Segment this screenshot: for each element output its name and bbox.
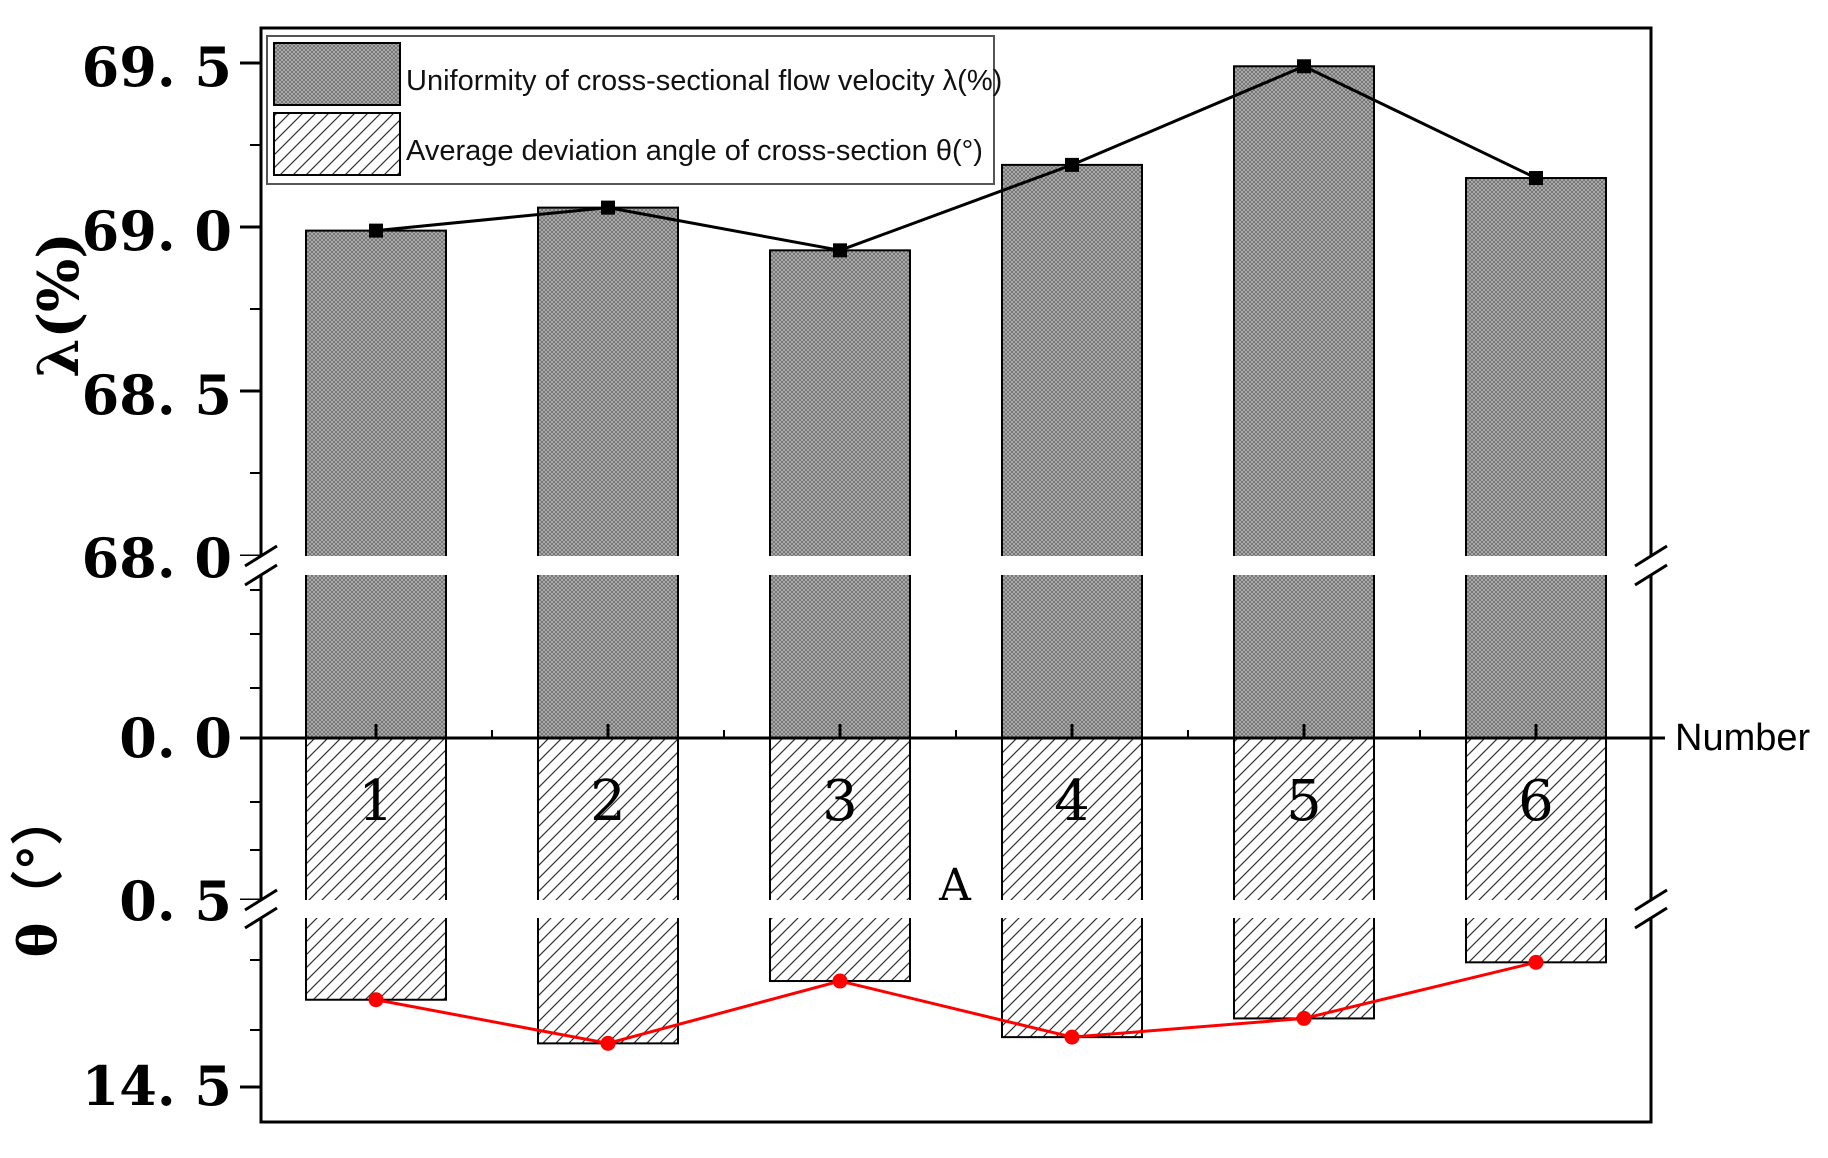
legend: Uniformity of cross-sectional flow veloc… xyxy=(266,35,1002,185)
line-deviation xyxy=(375,960,1537,1045)
bar-deviation-1 xyxy=(305,737,447,1001)
bar-uniformity-5 xyxy=(1233,65,1375,739)
series-lines xyxy=(368,59,1544,1051)
axis-break-mark-lower-left-a xyxy=(244,888,278,912)
category-labels: 1 2 3 4 5 6 xyxy=(358,769,1554,834)
y-axis-title-upper: λ(%) xyxy=(26,232,92,377)
bar-uniformity-2 xyxy=(537,206,679,739)
axis-break-mark-upper-right-b xyxy=(1634,563,1668,587)
bar-deviation-5 xyxy=(1233,737,1375,1020)
tick-label-69-0: 69. 0 xyxy=(82,199,232,263)
marker-deviation-2 xyxy=(600,1035,616,1051)
axis-break-gap-upper xyxy=(238,556,1678,575)
axis-break-mark-upper-right-a xyxy=(1634,544,1668,568)
axis-break-mark-upper-left-b xyxy=(244,563,278,587)
bar-uniformity-4 xyxy=(1001,163,1143,740)
marker-deviation-1 xyxy=(368,992,384,1008)
legend-label-deviation: Average deviation angle of cross-section… xyxy=(406,135,983,167)
lower-bars xyxy=(305,737,1607,1045)
marker-deviation-6 xyxy=(1528,954,1544,970)
tick-label-0-0: 0. 0 xyxy=(119,706,232,770)
y-axis-title-lower: θ（°） xyxy=(8,793,69,958)
tick-label-68-0: 68. 0 xyxy=(82,526,232,590)
category-label-1: 1 xyxy=(358,769,394,834)
bar-deviation-3 xyxy=(769,737,911,983)
marker-uniformity-3 xyxy=(833,243,847,258)
category-label-3: 3 xyxy=(822,769,858,834)
bar-uniformity-6 xyxy=(1465,177,1607,740)
tick-label-14-5: 14. 5 xyxy=(82,1054,232,1118)
axis-break-mark-upper-left-a xyxy=(244,544,278,568)
axis-break-mark-lower-left-b xyxy=(244,906,278,930)
axis-break-mark-lower-right-a xyxy=(1634,888,1668,912)
tick-label-68-5: 68. 5 xyxy=(82,363,232,427)
bar-deviation-4 xyxy=(1001,737,1143,1039)
category-label-5: 5 xyxy=(1286,769,1322,834)
bar-uniformity-1 xyxy=(305,229,447,739)
bar-deviation-2 xyxy=(537,737,679,1045)
x-axis-title: Number xyxy=(1675,717,1810,759)
category-label-6: 6 xyxy=(1518,769,1554,834)
marker-deviation-5 xyxy=(1296,1010,1312,1026)
category-label-4: 4 xyxy=(1054,769,1090,834)
category-label-2: 2 xyxy=(590,769,626,834)
axis-break-mark-lower-right-b xyxy=(1634,906,1668,930)
bar-uniformity-3 xyxy=(769,249,911,739)
marker-uniformity-5 xyxy=(1297,59,1311,74)
axis-break-gap-lower xyxy=(238,900,1678,918)
legend-swatch-uniformity xyxy=(273,42,401,106)
bar-deviation-6 xyxy=(1465,737,1607,964)
marker-uniformity-1 xyxy=(369,223,383,238)
line-uniformity xyxy=(375,64,1537,252)
tick-label-0-5: 0. 5 xyxy=(119,869,232,933)
tick-label-69-5: 69. 5 xyxy=(82,35,232,99)
marker-uniformity-6 xyxy=(1529,171,1543,186)
marker-uniformity-2 xyxy=(601,200,615,215)
marker-deviation-4 xyxy=(1064,1029,1080,1045)
marker-uniformity-4 xyxy=(1065,157,1079,172)
legend-label-uniformity: Uniformity of cross-sectional flow veloc… xyxy=(406,65,1002,97)
legend-swatch-deviation xyxy=(273,112,401,176)
axis-breaks xyxy=(238,544,1678,930)
annotation-a: A xyxy=(938,860,972,911)
marker-deviation-3 xyxy=(832,973,848,989)
